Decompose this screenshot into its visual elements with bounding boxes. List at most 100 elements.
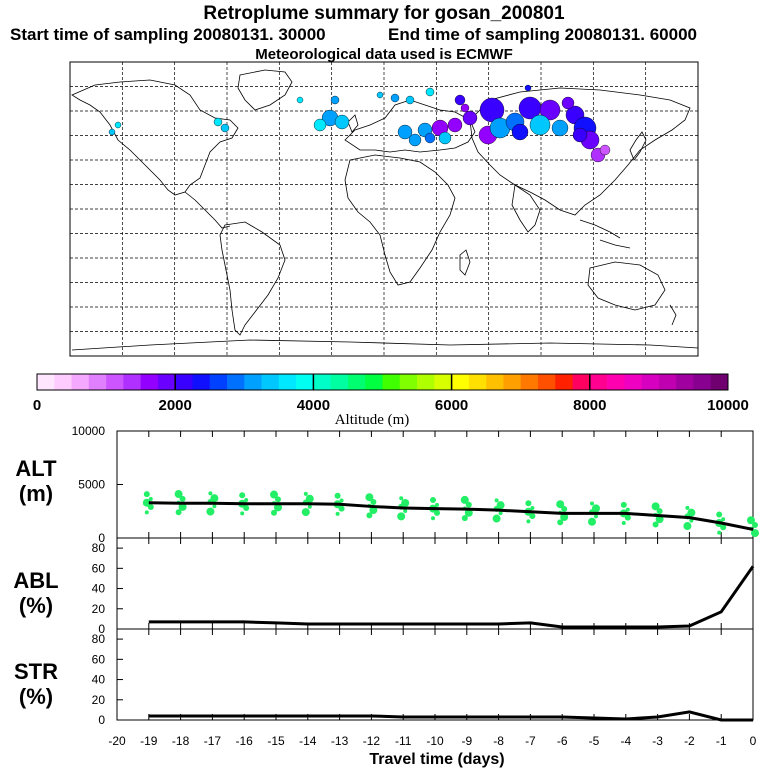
alt-scatter-point	[303, 491, 308, 496]
colorbar-label: Altitude (m)	[335, 412, 410, 428]
y-tick-label: 40	[92, 582, 106, 596]
series-line-abl	[148, 565, 755, 629]
alt-scatter-point	[464, 508, 473, 517]
colorbar-cell	[175, 374, 193, 390]
plume-marker	[397, 124, 413, 140]
plume-marker	[529, 114, 551, 136]
colorbar-cell	[296, 374, 314, 390]
x-tick-label: -10	[426, 734, 444, 748]
colorbar-tick-label: 8000	[573, 397, 606, 414]
colorbar-cell	[434, 374, 452, 390]
y-tick-label: 0	[98, 531, 105, 545]
alt-scatter-point	[594, 514, 598, 519]
colorbar-cell	[261, 374, 280, 390]
alt-scatter-point	[460, 495, 469, 504]
alt-scatter-point	[401, 499, 410, 508]
alt-scatter-point	[334, 492, 341, 499]
plume-marker	[599, 144, 611, 156]
y-tick-label: 20	[92, 602, 106, 616]
alt-scatter-point	[335, 511, 340, 516]
colorbar-tick-label: 0	[33, 397, 41, 414]
x-axis: Travel time (days) -20 -19 -18 -17 -16 -15 -14…	[108, 734, 756, 768]
alt-scatter-point	[270, 490, 278, 499]
colorbar-cell	[192, 374, 211, 390]
plume-marker	[408, 133, 422, 147]
plume-marker	[511, 123, 529, 141]
alt-scatter-point	[370, 499, 377, 506]
colorbar-tick-label: 6000	[435, 397, 468, 414]
alt-scatter-point	[210, 494, 219, 503]
plume-marker	[108, 128, 116, 136]
alt-scatter-point	[208, 491, 213, 496]
alt-scatter-point	[144, 510, 149, 515]
alt-scatter-point	[592, 504, 600, 513]
alt-scatter-point	[307, 504, 312, 509]
alt-scatter-point	[685, 505, 690, 510]
alt-scatter-point	[557, 519, 564, 526]
x-tick-label: -7	[525, 734, 536, 748]
y-tick-label: 80	[92, 541, 106, 555]
x-tick-label: -14	[299, 734, 317, 748]
colorbar-cell	[624, 374, 642, 390]
y-tick-label: 0	[98, 713, 105, 727]
x-tick-label: -19	[140, 734, 158, 748]
alt-scatter-point	[143, 491, 150, 498]
plume-marker	[114, 121, 122, 129]
alt-scatter-point	[652, 521, 659, 528]
colorbar-cell	[227, 374, 245, 390]
x-tick-label: -8	[493, 734, 504, 748]
colorbar-cell	[157, 374, 176, 390]
colorbar-tick-label: 4000	[297, 397, 330, 414]
plume-marker	[330, 95, 340, 105]
colorbar-cell	[365, 374, 383, 390]
alt-scatter-point	[274, 503, 282, 512]
alt-scatter-point	[431, 516, 435, 521]
alt-scatter-point	[526, 519, 531, 524]
alt-scatter-point	[590, 501, 594, 506]
alt-scatter-point	[561, 506, 568, 513]
alt-scatter-point	[430, 497, 436, 504]
alt-scatter-point	[492, 514, 501, 523]
colorbar-cell	[589, 374, 608, 390]
alt-scatter-point	[461, 515, 468, 522]
alt-scatter-point	[556, 500, 565, 509]
series-line-str	[148, 710, 753, 722]
panel-str: 0 20 40 60 80 STR(%)	[14, 628, 754, 727]
colorbar-cell	[278, 374, 297, 390]
start-time-label: Start time of sampling 20080131. 30000	[10, 25, 326, 44]
y-tick-label: 80	[92, 632, 106, 646]
plume-marker	[524, 84, 532, 92]
colorbar-cell	[537, 374, 556, 390]
alt-scatter-point	[148, 496, 153, 501]
plume-marker	[438, 131, 452, 145]
colorbar-cell	[140, 374, 159, 390]
alt-scatter-point	[620, 501, 627, 508]
colorbar-cell	[330, 374, 349, 390]
x-tick-label: -5	[589, 734, 600, 748]
colorbar-cell	[607, 374, 625, 390]
colorbar-cell	[676, 374, 694, 390]
y-tick-label: 10000	[72, 424, 106, 438]
colorbar-cell	[399, 374, 418, 390]
colorbar-cell	[417, 374, 435, 390]
alt-scatter-point	[716, 511, 723, 518]
plume-marker	[405, 95, 415, 105]
alt-scatter-point	[751, 529, 759, 538]
x-tick-label: -3	[652, 734, 663, 748]
colorbar-cell	[572, 374, 591, 390]
panel-unit-label: (%)	[19, 593, 53, 618]
x-tick-label: -9	[461, 734, 472, 748]
alt-scatter-point	[175, 509, 182, 516]
alt-scatter-point	[339, 498, 344, 503]
y-tick-label: 40	[92, 673, 106, 687]
alt-scatter-point	[687, 508, 696, 517]
colorbar-cell	[693, 374, 712, 390]
alt-scatter-point	[494, 498, 499, 503]
panel-label: STR	[14, 659, 58, 684]
coastlines	[71, 69, 699, 351]
x-tick-label: 0	[750, 734, 757, 748]
alt-scatter-point	[399, 496, 404, 501]
alt-scatter-point	[178, 502, 187, 511]
plume-marker	[462, 110, 478, 126]
alt-scatter-point	[721, 517, 726, 522]
